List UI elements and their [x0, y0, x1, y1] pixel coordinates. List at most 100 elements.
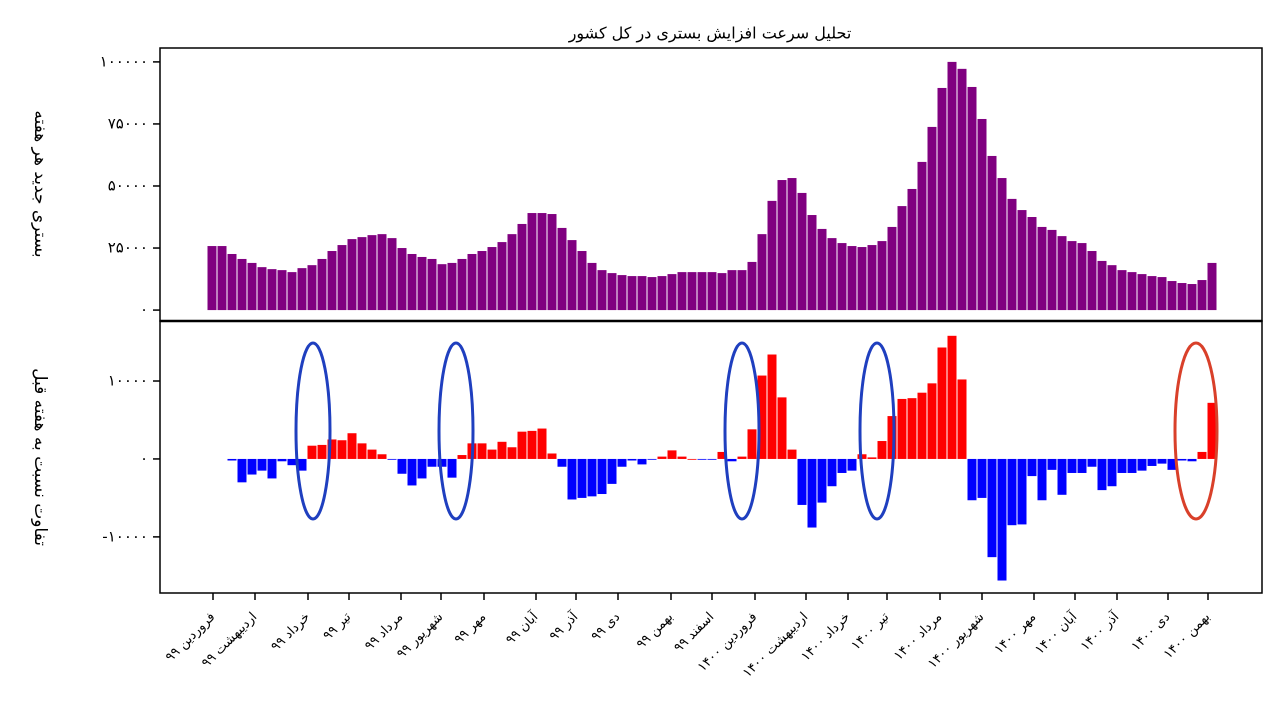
bar: [477, 443, 487, 459]
bar: [637, 458, 647, 465]
bar: [1197, 280, 1207, 311]
bar: [1087, 458, 1097, 467]
bar: [557, 227, 567, 311]
bar: [777, 397, 787, 459]
bar: [527, 430, 537, 459]
bar: [997, 458, 1007, 581]
bar: [497, 441, 507, 459]
bar: [867, 245, 877, 311]
bar: [957, 68, 967, 311]
bar: [557, 458, 567, 467]
bar: [327, 439, 337, 459]
bar: [757, 375, 767, 459]
bar: [667, 450, 677, 459]
bar: [1137, 458, 1147, 471]
bar: [957, 379, 967, 459]
bar: [267, 269, 277, 311]
bar: [1067, 241, 1077, 311]
bar: [1057, 236, 1067, 311]
bar: [377, 454, 387, 459]
bar: [277, 458, 287, 462]
bar: [1107, 265, 1117, 311]
bar: [407, 458, 417, 486]
bar: [777, 180, 787, 311]
bar: [1117, 270, 1127, 311]
bar: [1157, 458, 1167, 464]
bar: [907, 188, 917, 311]
bar: [847, 458, 857, 471]
bar: [287, 458, 297, 466]
bar: [887, 416, 897, 459]
bar: [577, 251, 587, 311]
bar: [257, 267, 267, 311]
bar: [1027, 458, 1037, 477]
y-tick-label: ۱۰۰۰۰: [108, 372, 148, 390]
y-tick-label: ۰: [140, 301, 148, 319]
bar: [597, 270, 607, 311]
bar: [747, 429, 757, 459]
bar: [977, 458, 987, 498]
bar: [367, 235, 377, 311]
bar: [237, 458, 247, 483]
bar: [767, 354, 777, 459]
bar: [317, 258, 327, 311]
y-tick-label: -۱۰۰۰۰: [102, 527, 148, 545]
bar: [1067, 458, 1077, 473]
bar: [1097, 458, 1107, 491]
bar: [817, 228, 827, 311]
bar: [1157, 277, 1167, 311]
bar: [227, 458, 237, 461]
bar: [1007, 458, 1017, 526]
bar: [317, 444, 327, 459]
bar: [507, 234, 517, 311]
bar: [297, 458, 307, 471]
bar: [897, 398, 907, 459]
bar: [537, 428, 547, 459]
bar: [517, 431, 527, 459]
bar: [327, 251, 337, 311]
bar: [647, 458, 657, 460]
bar: [1137, 274, 1147, 311]
bar: [1167, 281, 1177, 311]
bar: [827, 238, 837, 311]
bar: [917, 392, 927, 459]
bar: [657, 276, 667, 311]
bar: [1027, 217, 1037, 311]
bar: [1047, 458, 1057, 470]
bar: [1127, 272, 1137, 311]
bar: [607, 273, 617, 311]
bar: [1117, 458, 1127, 473]
bar: [347, 239, 357, 311]
bar: [547, 214, 557, 311]
bar: [967, 86, 977, 311]
bar: [627, 276, 637, 311]
bar: [1007, 198, 1017, 311]
bar: [617, 275, 627, 311]
bar: [297, 268, 307, 311]
bar: [397, 458, 407, 474]
bar: [547, 453, 557, 459]
bar: [437, 458, 447, 467]
bar: [597, 458, 607, 495]
bar: [577, 458, 587, 498]
highlight-ellipse: [858, 341, 896, 521]
bar: [987, 155, 997, 311]
bar: [1097, 260, 1107, 311]
bar: [877, 441, 887, 459]
bar: [917, 161, 927, 311]
y-tick-label: ۰: [140, 449, 148, 467]
bar: [797, 458, 807, 505]
bar: [687, 458, 697, 460]
bar: [717, 273, 727, 311]
bar: [787, 449, 797, 459]
bar: [607, 458, 617, 484]
bar: [907, 398, 917, 459]
y-tick-label: ۲۵۰۰۰: [108, 239, 148, 257]
bar: [767, 200, 777, 311]
bar: [787, 178, 797, 311]
y-tick-label: ۷۵۰۰۰: [108, 114, 148, 132]
bar: [687, 272, 697, 311]
bar: [937, 347, 947, 459]
bar: [807, 458, 817, 528]
bar: [257, 458, 267, 471]
